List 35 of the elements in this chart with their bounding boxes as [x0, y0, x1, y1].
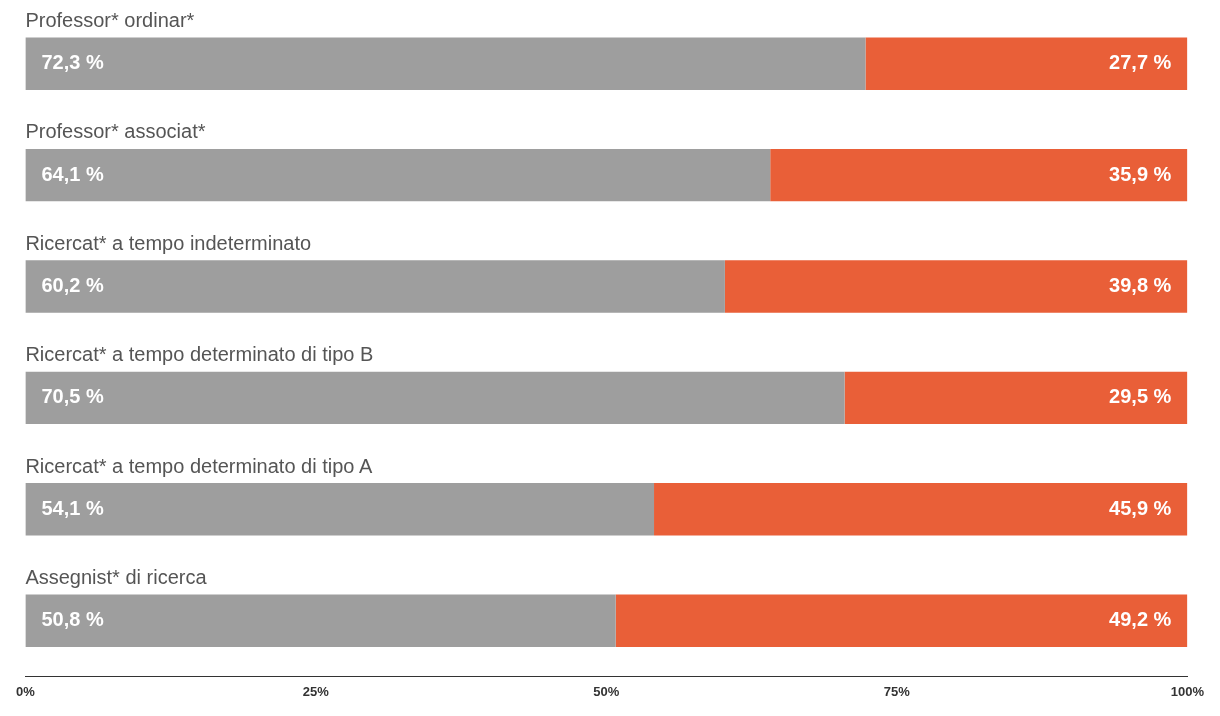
data-label: 60,2 % [41, 274, 104, 297]
data-label: 45,9 % [1109, 496, 1172, 519]
data-label: 49,2 % [1109, 608, 1172, 631]
data-label: 72,3 % [41, 51, 104, 74]
data-label: 35,9 % [1109, 162, 1172, 185]
y-tick-label: Professor* ordinar* [25, 9, 195, 32]
bar [25, 371, 845, 425]
data-label: 64,1 % [41, 162, 104, 185]
x-tick-label: 75% [883, 683, 911, 699]
y-tick-label: Ricercat* a tempo determinato di tipo B [25, 343, 374, 366]
x-tick-label: 50% [593, 683, 620, 699]
data-label: 39,8 % [1109, 274, 1172, 297]
y-tick-label: Assegnist* di ricerca [25, 566, 208, 589]
bar [25, 148, 771, 202]
x-tick-label: 0% [16, 683, 36, 699]
y-tick-label: Professor* associat* [25, 120, 206, 143]
bar [25, 37, 866, 90]
x-tick-label: 25% [302, 683, 330, 699]
bar [615, 594, 1188, 647]
bar [25, 483, 655, 536]
bar [770, 148, 1188, 202]
bar [844, 371, 1188, 425]
bar [724, 260, 1188, 313]
y-tick-label: Ricercat* a tempo indeterminato [25, 231, 312, 254]
bar [865, 37, 1188, 90]
data-label: 27,7 % [1109, 51, 1172, 74]
data-label: 70,5 % [41, 385, 104, 408]
data-label: 50,8 % [41, 608, 104, 631]
bar [25, 260, 725, 313]
x-tick-label: 100% [1170, 683, 1205, 699]
bar [654, 483, 1188, 536]
data-label: 29,5 % [1109, 385, 1172, 408]
y-tick-label: Ricercat* a tempo determinato di tipo A [25, 454, 373, 477]
data-label: 54,1 % [41, 496, 104, 519]
bar [25, 594, 616, 647]
